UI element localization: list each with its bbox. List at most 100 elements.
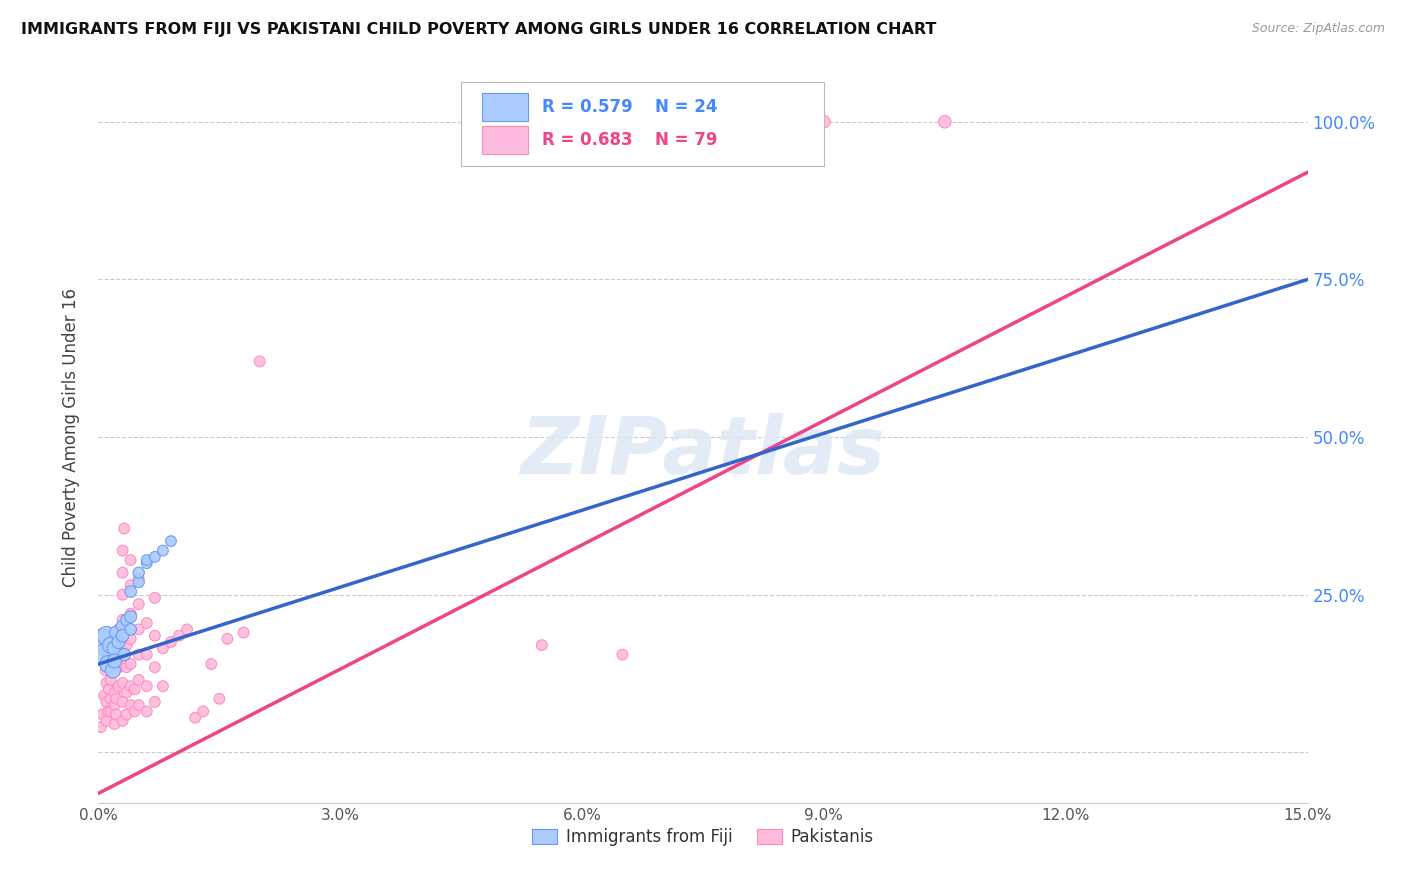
Point	[111, 619, 134, 633]
Point	[167, 629, 190, 643]
Point	[101, 664, 124, 678]
Point	[934, 115, 956, 129]
Point	[128, 673, 150, 687]
Point	[107, 635, 129, 649]
Point	[813, 115, 835, 129]
Point	[96, 714, 118, 728]
Point	[96, 676, 118, 690]
Point	[124, 682, 146, 697]
Point	[120, 609, 142, 624]
Point	[103, 717, 125, 731]
Point	[103, 664, 125, 678]
Point	[152, 679, 174, 693]
Point	[103, 648, 125, 662]
Point	[128, 698, 150, 712]
Point	[143, 591, 166, 605]
Point	[120, 632, 142, 646]
Point	[128, 575, 150, 590]
Point	[111, 588, 134, 602]
Point	[103, 641, 125, 656]
Point	[120, 607, 142, 621]
Point	[111, 695, 134, 709]
Point	[112, 648, 135, 662]
Point	[115, 613, 138, 627]
Point	[120, 657, 142, 671]
Point	[176, 623, 198, 637]
Point	[612, 648, 634, 662]
Point	[111, 638, 134, 652]
Point	[103, 685, 125, 699]
Point	[97, 682, 120, 697]
Point	[120, 584, 142, 599]
Point	[120, 679, 142, 693]
Point	[120, 623, 142, 637]
Y-axis label: Child Poverty Among Girls Under 16: Child Poverty Among Girls Under 16	[62, 287, 80, 587]
Point	[107, 641, 129, 656]
Point	[100, 673, 122, 687]
Point	[135, 553, 157, 567]
Point	[100, 705, 122, 719]
Point	[120, 578, 142, 592]
Legend: Immigrants from Fiji, Pakistanis: Immigrants from Fiji, Pakistanis	[526, 822, 880, 853]
Text: R = 0.579: R = 0.579	[543, 98, 633, 116]
Point	[94, 648, 117, 662]
Point	[111, 714, 134, 728]
Text: ZIPatlas: ZIPatlas	[520, 413, 886, 491]
Point	[143, 629, 166, 643]
Point	[135, 616, 157, 631]
Point	[128, 597, 150, 611]
Point	[103, 698, 125, 712]
Point	[105, 691, 128, 706]
Point	[96, 629, 118, 643]
Point	[103, 654, 125, 668]
Point	[96, 648, 118, 662]
Point	[530, 638, 553, 652]
Point	[97, 657, 120, 671]
Point	[193, 705, 215, 719]
Point	[124, 705, 146, 719]
Point	[111, 543, 134, 558]
Point	[112, 521, 135, 535]
Point	[152, 543, 174, 558]
Point	[128, 648, 150, 662]
Point	[115, 638, 138, 652]
Point	[160, 534, 183, 549]
Point	[115, 707, 138, 722]
Point	[115, 685, 138, 699]
Point	[160, 635, 183, 649]
Bar	[482, 127, 527, 154]
Point	[105, 625, 128, 640]
Point	[208, 691, 231, 706]
Point	[143, 549, 166, 564]
Point	[96, 695, 118, 709]
Point	[249, 354, 271, 368]
Point	[184, 711, 207, 725]
Text: N = 24: N = 24	[655, 98, 717, 116]
Point	[111, 613, 134, 627]
Text: IMMIGRANTS FROM FIJI VS PAKISTANI CHILD POVERTY AMONG GIRLS UNDER 16 CORRELATION: IMMIGRANTS FROM FIJI VS PAKISTANI CHILD …	[21, 22, 936, 37]
Point	[111, 566, 134, 580]
Point	[135, 705, 157, 719]
Point	[135, 556, 157, 570]
Point	[105, 707, 128, 722]
Point	[111, 676, 134, 690]
Point	[128, 623, 150, 637]
Point	[128, 566, 150, 580]
Point	[120, 553, 142, 567]
Point	[120, 698, 142, 712]
Point	[100, 691, 122, 706]
Text: R = 0.683: R = 0.683	[543, 131, 633, 149]
Point	[90, 720, 112, 734]
Point	[232, 625, 254, 640]
Text: Source: ZipAtlas.com: Source: ZipAtlas.com	[1251, 22, 1385, 36]
FancyBboxPatch shape	[461, 82, 824, 167]
Point	[143, 660, 166, 674]
Point	[103, 635, 125, 649]
Point	[107, 679, 129, 693]
Point	[93, 689, 115, 703]
Point	[200, 657, 222, 671]
Point	[97, 705, 120, 719]
Point	[135, 679, 157, 693]
Point	[128, 572, 150, 586]
Point	[217, 632, 239, 646]
